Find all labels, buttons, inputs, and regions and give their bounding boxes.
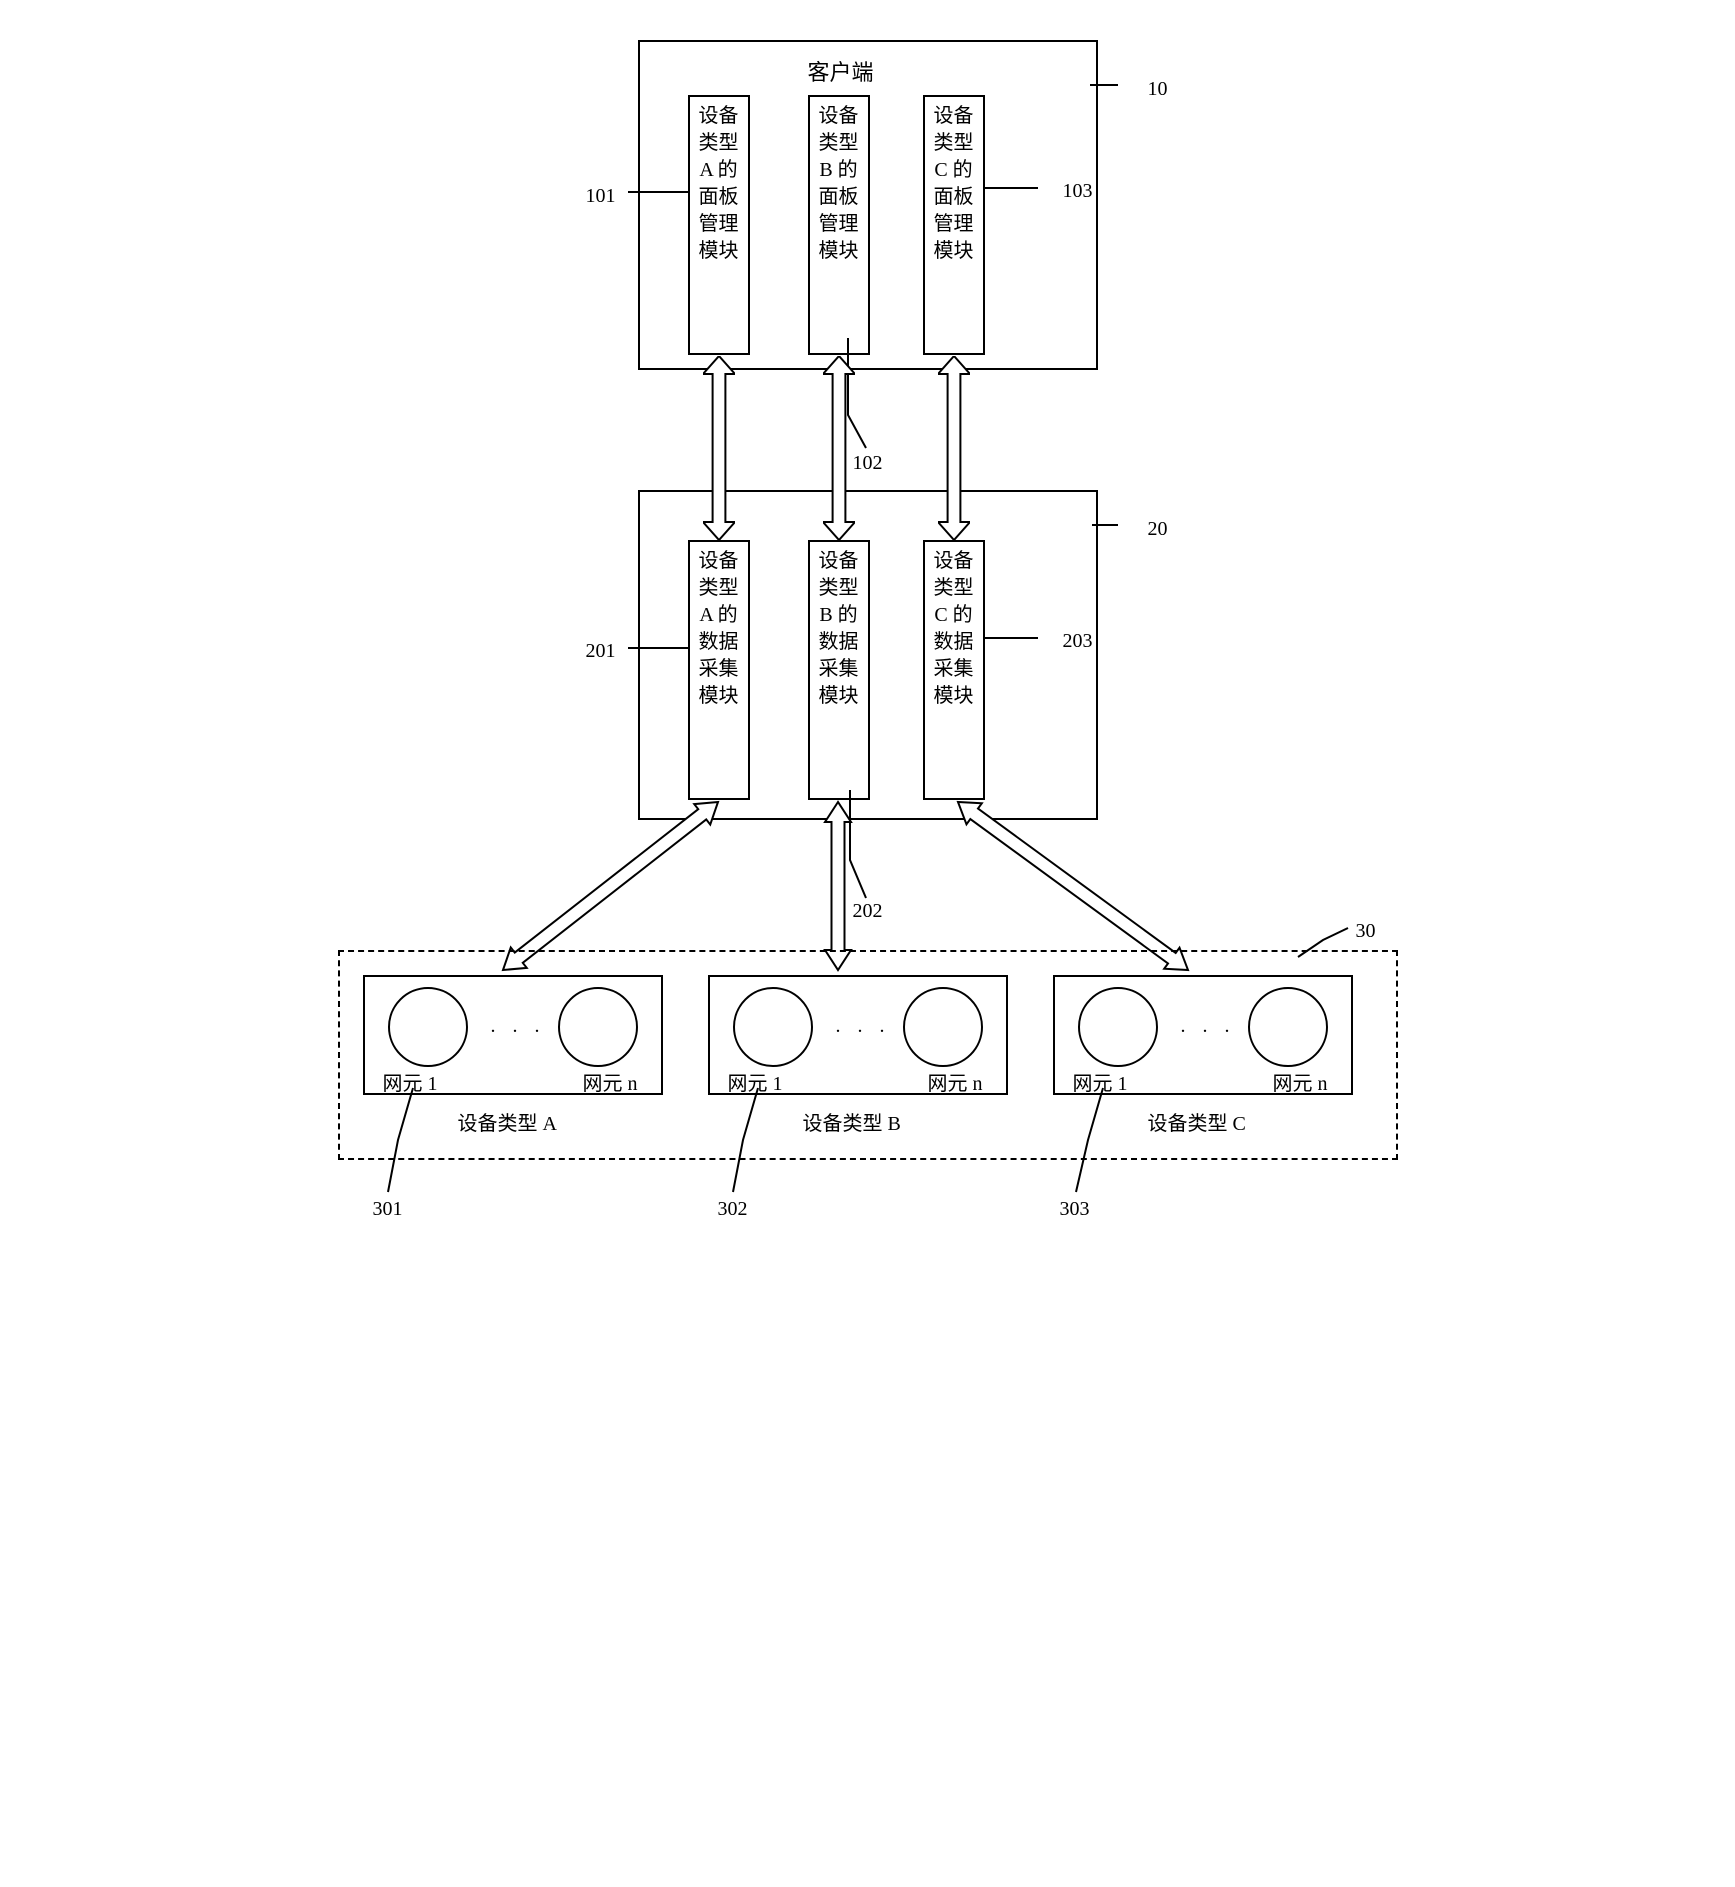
- ref-number: 102: [853, 452, 883, 475]
- network-element-label: 网元 1: [383, 1067, 438, 1096]
- network-element-icon: [388, 987, 468, 1067]
- ellipsis: . . .: [1181, 1015, 1236, 1038]
- ref-number: 103: [1063, 180, 1093, 203]
- ellipsis: . . .: [836, 1015, 891, 1038]
- ref-number: 301: [373, 1198, 403, 1221]
- ref-number: 303: [1060, 1198, 1090, 1221]
- double-arrow: [703, 356, 735, 540]
- ref-number: 203: [1063, 630, 1093, 653]
- ref-number: 20: [1148, 518, 1168, 541]
- device-type-label: 设备类型 B: [803, 1107, 901, 1136]
- ref-number: 302: [718, 1198, 748, 1221]
- double-arrow: [938, 356, 970, 540]
- module-box: 设备类型B 的面板管理模块: [808, 95, 870, 355]
- device-type-label: 设备类型 A: [458, 1107, 557, 1136]
- network-element-icon: [1078, 987, 1158, 1067]
- network-element-label: 网元 n: [1273, 1067, 1328, 1096]
- ref-number: 10: [1148, 78, 1168, 101]
- ref-number: 30: [1356, 920, 1376, 943]
- module-box: 设备类型C 的面板管理模块: [923, 95, 985, 355]
- network-element-label: 网元 n: [928, 1067, 983, 1096]
- network-element-icon: [558, 987, 638, 1067]
- network-element-icon: [1248, 987, 1328, 1067]
- network-element-label: 网元 1: [728, 1067, 783, 1096]
- network-element-label: 网元 1: [1073, 1067, 1128, 1096]
- double-arrow: [823, 356, 855, 540]
- device-type-label: 设备类型 C: [1148, 1107, 1246, 1136]
- module-box: 设备类型A 的数据采集模块: [688, 540, 750, 800]
- ellipsis: . . .: [491, 1015, 546, 1038]
- diagram-canvas: 客户端 10 设备类型A 的面板管理模块 101 设备类型B 的面板管理模块 102 设备类…: [318, 20, 1418, 1220]
- module-box: 设备类型B 的数据采集模块: [808, 540, 870, 800]
- module-box: 设备类型A 的面板管理模块: [688, 95, 750, 355]
- network-element-icon: [733, 987, 813, 1067]
- ref-number: 101: [586, 185, 616, 208]
- module-box: 设备类型C 的数据采集模块: [923, 540, 985, 800]
- network-element-icon: [903, 987, 983, 1067]
- section-title: 客户端: [808, 55, 874, 87]
- ref-number: 201: [586, 640, 616, 663]
- network-element-label: 网元 n: [583, 1067, 638, 1096]
